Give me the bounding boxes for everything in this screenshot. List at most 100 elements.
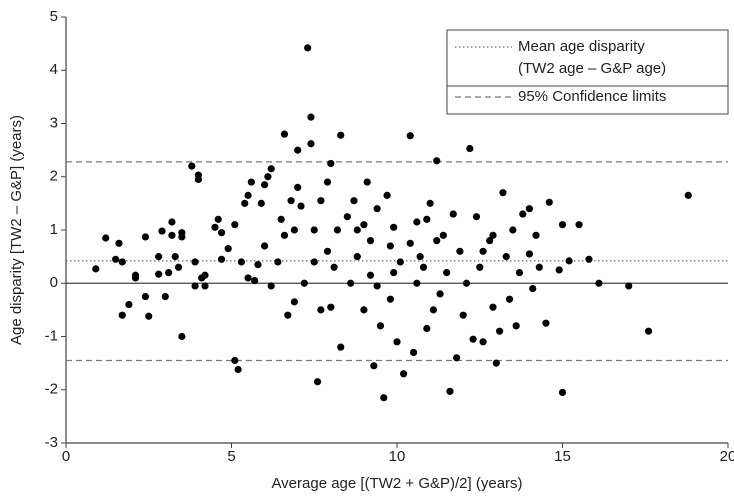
point [267, 282, 275, 290]
point [323, 247, 332, 255]
legend-label: (TW2 age – G&P age) [518, 60, 666, 77]
point [168, 218, 176, 226]
point [211, 223, 219, 231]
point [472, 213, 481, 221]
point [254, 261, 262, 269]
point [231, 221, 239, 229]
point [644, 327, 653, 335]
point [264, 173, 272, 181]
point [297, 202, 305, 210]
point [158, 227, 166, 235]
point [419, 263, 428, 271]
point [241, 199, 249, 207]
point [337, 131, 345, 139]
point [439, 231, 447, 239]
point [529, 284, 537, 293]
point [360, 306, 368, 314]
point [360, 221, 368, 229]
point [307, 140, 315, 148]
point [376, 322, 385, 330]
point [327, 159, 335, 168]
point [406, 132, 414, 140]
point [509, 226, 517, 234]
point [141, 233, 150, 241]
point [366, 271, 375, 279]
point [145, 312, 153, 320]
point [313, 378, 322, 386]
point [287, 197, 295, 205]
point [446, 387, 454, 395]
point [294, 146, 302, 154]
point [433, 157, 441, 165]
point [161, 292, 169, 301]
point [625, 282, 633, 290]
point [423, 324, 431, 333]
point [413, 218, 421, 226]
y-tick-label: 2 [50, 168, 58, 185]
point [178, 233, 186, 241]
legend-label: 95% Confidence limits [518, 88, 666, 105]
point [406, 239, 414, 247]
point [188, 162, 196, 170]
point [459, 311, 467, 319]
y-tick-label: 5 [50, 8, 58, 25]
point [300, 279, 308, 287]
point [443, 269, 451, 277]
point [217, 255, 226, 263]
point [174, 263, 183, 271]
x-axis-label: Average age [(TW2 + G&P)/2] (years) [271, 475, 522, 492]
point [386, 295, 394, 303]
point [496, 327, 504, 335]
point [261, 242, 269, 250]
point [290, 298, 298, 306]
point [519, 210, 527, 218]
point [452, 354, 461, 362]
point [525, 250, 534, 258]
point [284, 311, 292, 319]
point [512, 322, 520, 330]
point [383, 191, 391, 199]
point [194, 171, 202, 179]
point [502, 253, 510, 261]
point [237, 258, 246, 266]
point [261, 181, 269, 189]
x-tick-label: 5 [227, 448, 235, 465]
point [479, 338, 487, 346]
point [191, 258, 199, 266]
point [310, 226, 318, 234]
point [595, 279, 603, 287]
point [558, 388, 567, 397]
point [542, 319, 550, 327]
point [267, 165, 275, 173]
point [486, 237, 494, 245]
y-tick-label: -1 [45, 327, 58, 344]
x-tick-label: 15 [554, 448, 571, 465]
point [201, 271, 209, 279]
point [532, 231, 540, 239]
point [290, 226, 298, 234]
y-axis-label: Age disparity [TW2 – G&P] (years) [8, 115, 25, 345]
point [353, 226, 361, 234]
point [168, 231, 176, 239]
point [456, 247, 464, 255]
point [201, 282, 209, 290]
point [347, 279, 355, 287]
point [429, 306, 438, 314]
point [165, 269, 173, 277]
point [585, 255, 593, 263]
point [131, 271, 140, 279]
point [92, 265, 100, 273]
point [217, 229, 226, 237]
point [479, 247, 487, 255]
point [350, 197, 358, 205]
point [244, 274, 252, 282]
point [247, 178, 255, 186]
point [396, 258, 404, 266]
point [492, 359, 500, 367]
point [489, 303, 497, 311]
point [343, 213, 351, 221]
point [525, 205, 534, 213]
point [280, 130, 289, 138]
point [214, 215, 222, 223]
point [118, 311, 126, 319]
